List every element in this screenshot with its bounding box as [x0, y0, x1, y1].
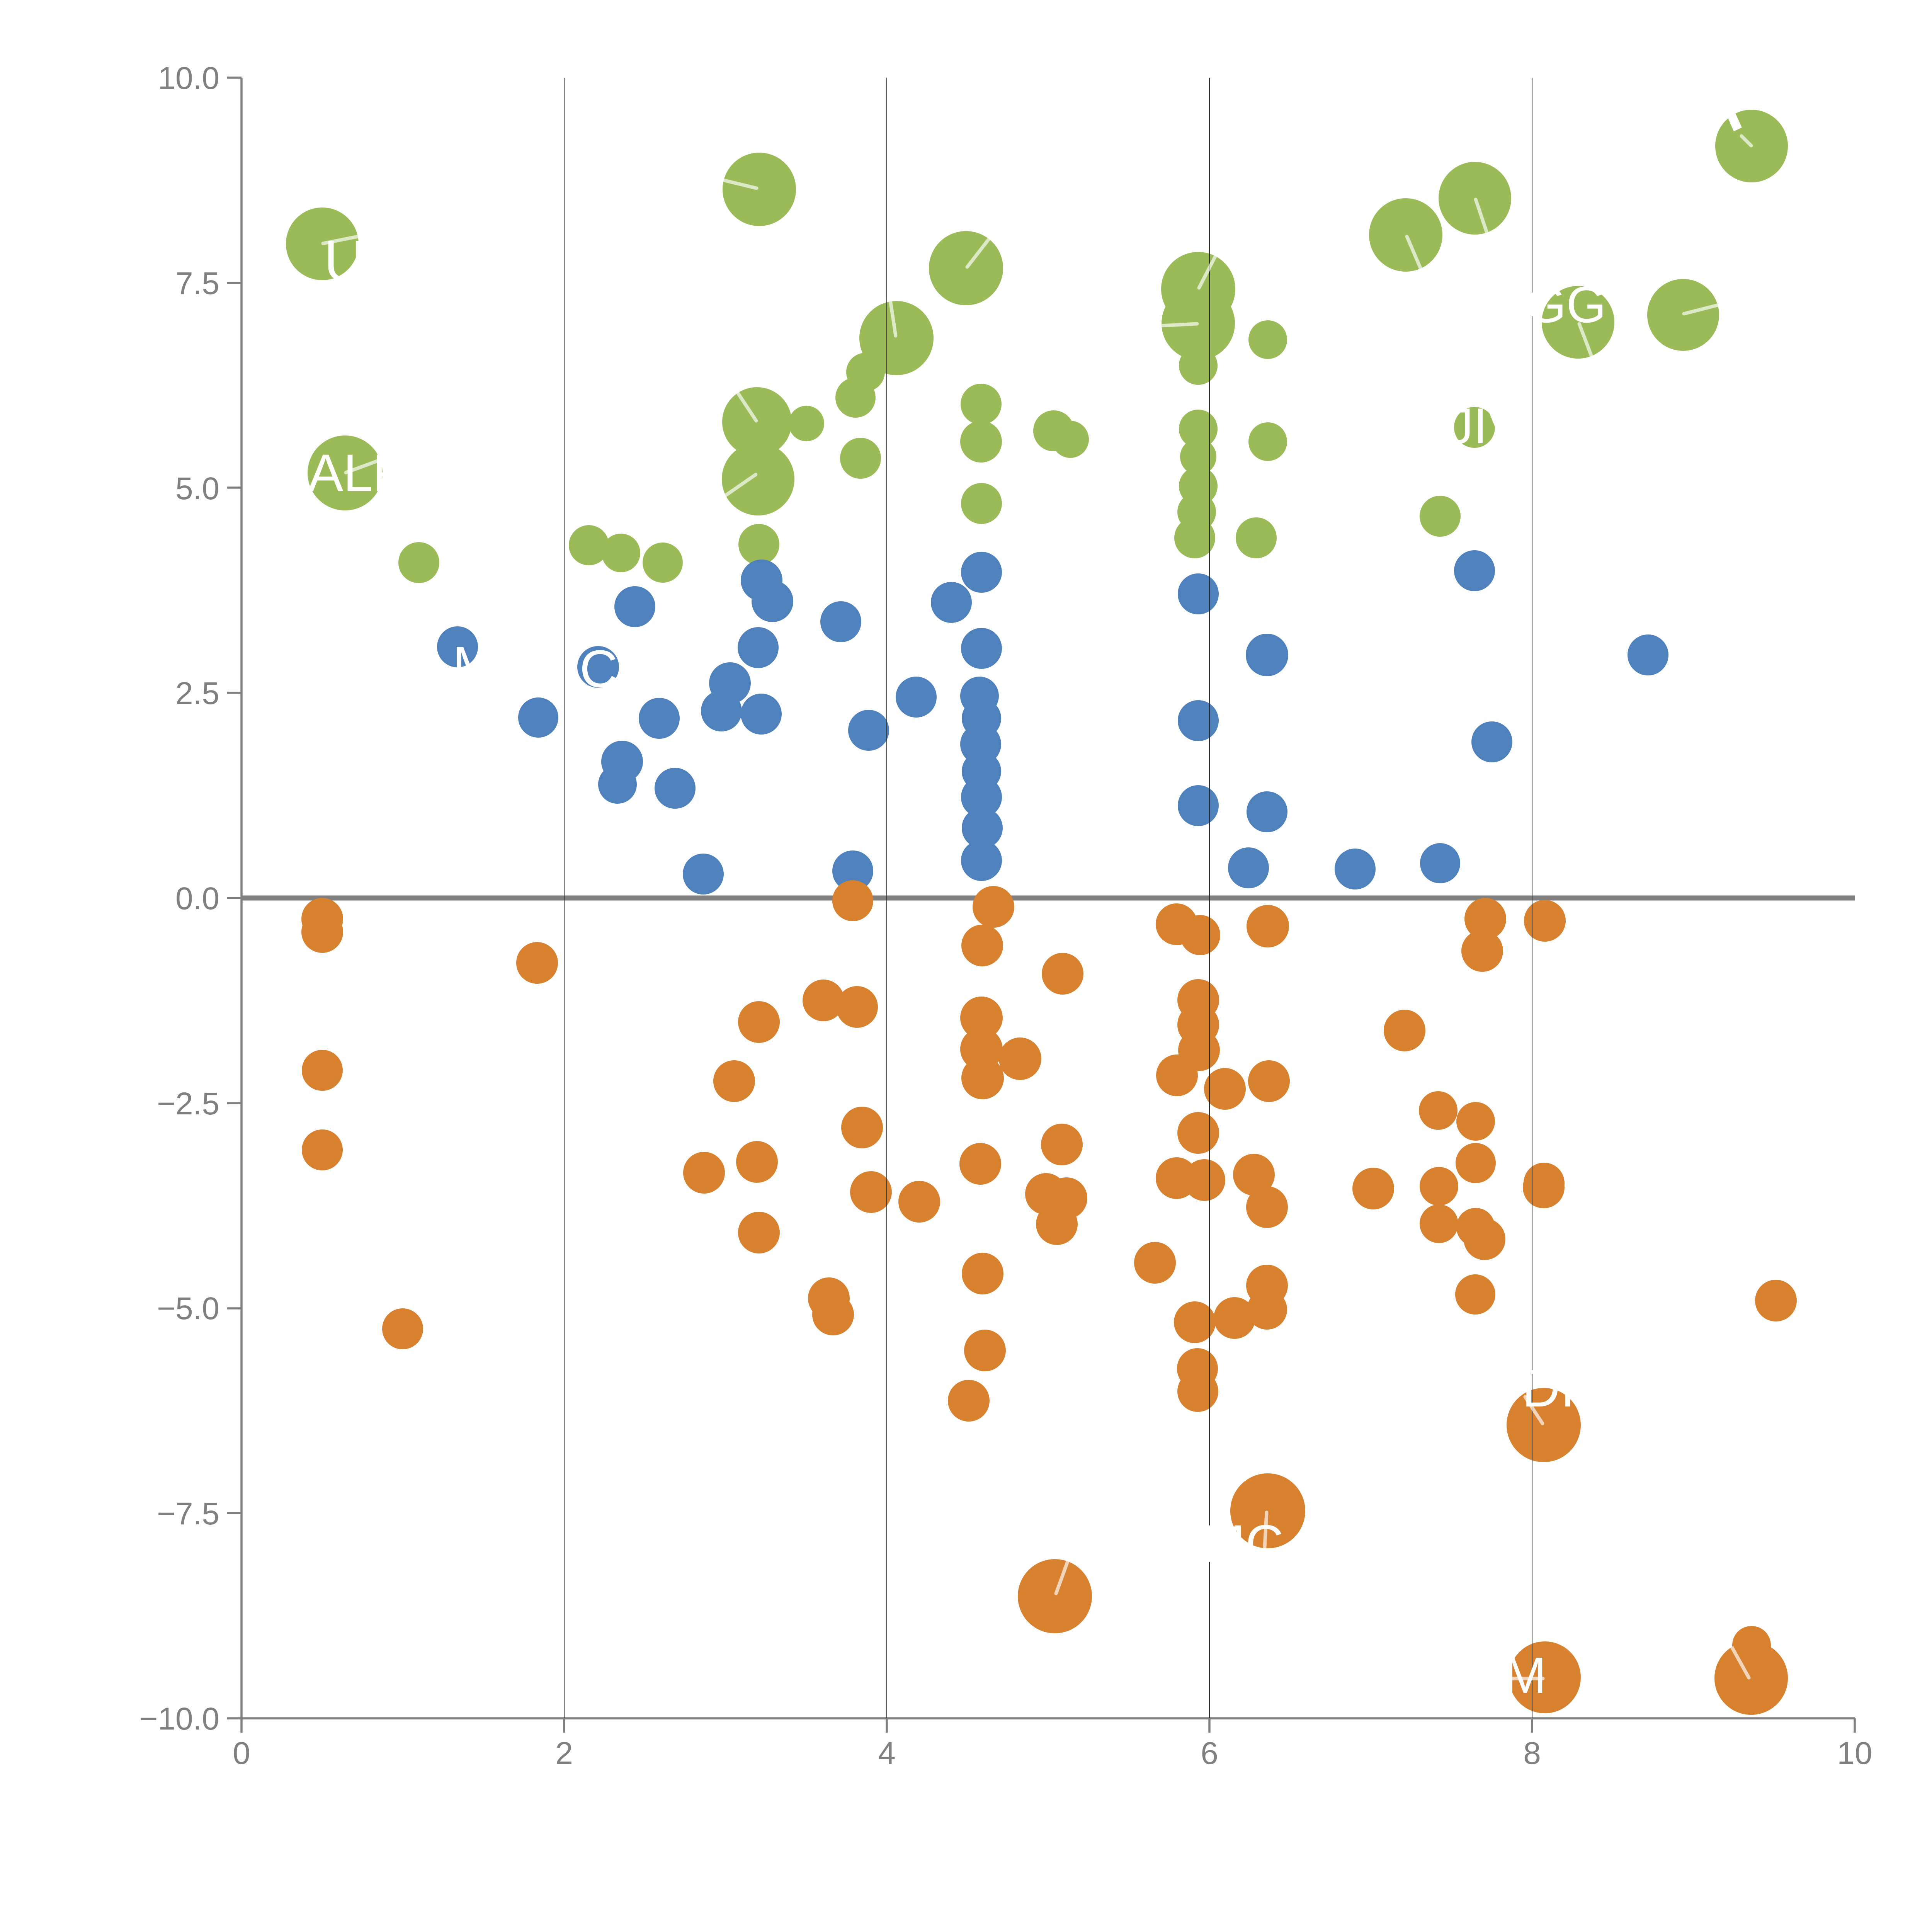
svg-text:C: C: [580, 639, 618, 699]
svg-text:GG: GG: [1526, 276, 1606, 333]
svg-text:−10.0: −10.0: [139, 1701, 219, 1736]
svg-text:M: M: [1504, 1647, 1546, 1704]
svg-text:U: U: [324, 228, 366, 293]
svg-text:M: M: [452, 636, 497, 695]
svg-text:MC: MC: [1201, 1514, 1284, 1573]
svg-text:−5.0: −5.0: [157, 1291, 219, 1326]
svg-text:−2.5: −2.5: [157, 1086, 219, 1121]
svg-text:2.5: 2.5: [175, 676, 219, 711]
svg-text:0: 0: [233, 1736, 250, 1771]
svg-text:5.0: 5.0: [175, 471, 219, 506]
svg-text:JIV: JIV: [1448, 398, 1521, 454]
svg-text:6: 6: [1201, 1736, 1218, 1771]
svg-text:10.0: 10.0: [158, 61, 219, 96]
svg-text:DI: DI: [1522, 1359, 1575, 1418]
svg-text:4: 4: [878, 1736, 896, 1771]
svg-text:10: 10: [1837, 1736, 1872, 1771]
svg-text:0.0: 0.0: [175, 881, 219, 916]
svg-text:ALF: ALF: [308, 444, 405, 503]
svg-text:8: 8: [1523, 1736, 1541, 1771]
svg-text:−7.5: −7.5: [157, 1496, 219, 1531]
svg-text:2: 2: [555, 1736, 573, 1771]
svg-text:7.5: 7.5: [175, 266, 219, 301]
